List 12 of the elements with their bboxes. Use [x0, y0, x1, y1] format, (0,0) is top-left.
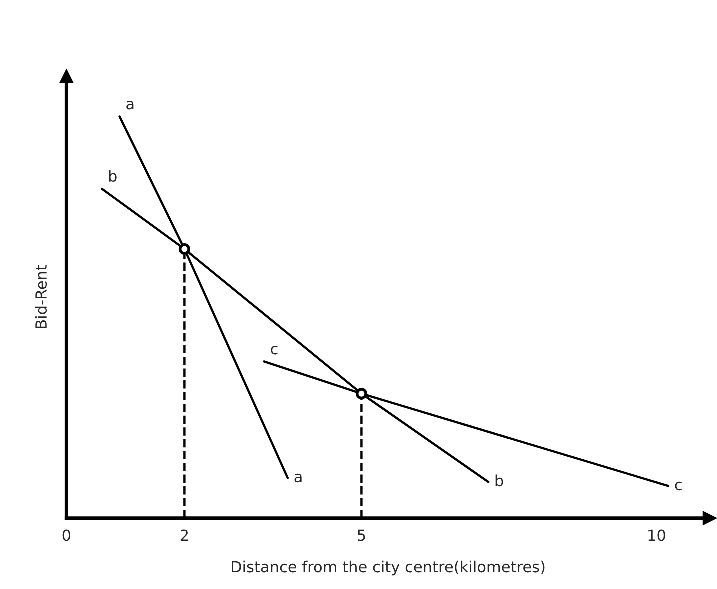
x-axis-title: Distance from the city centre(kilometres) [232, 560, 545, 576]
series-label: b [496, 474, 504, 487]
text: a [126, 100, 134, 110]
text: c [271, 346, 278, 355]
x-tick-label: 2 [180, 530, 188, 542]
series-label: a [294, 474, 302, 483]
y-axis-title: Bid-Rent [35, 265, 48, 328]
series-label: c [675, 482, 682, 491]
text: b [109, 170, 117, 182]
x-tick-label: 10 [648, 530, 666, 542]
x-tick-label: 0 [62, 530, 71, 542]
x-tick-label: 5 [358, 530, 366, 542]
